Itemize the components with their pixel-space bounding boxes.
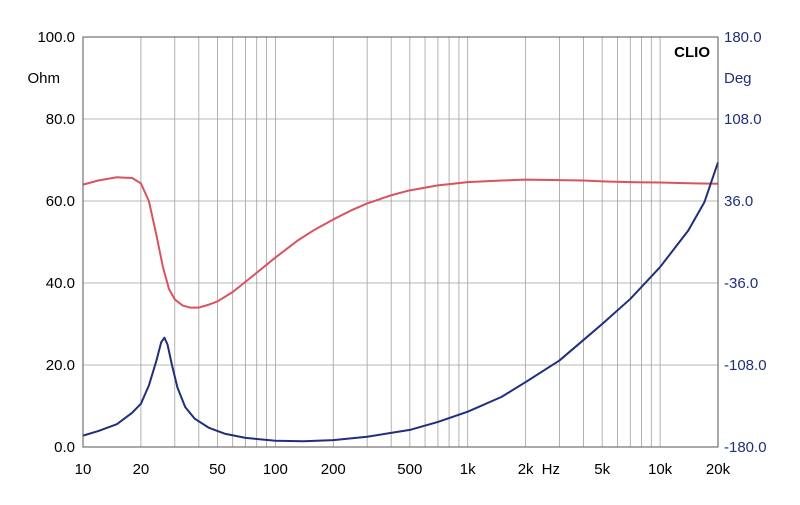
- right-tick-label: 36.0: [724, 193, 753, 210]
- x-tick-label: 200: [321, 461, 346, 478]
- x-tick-label: 50: [209, 461, 226, 478]
- x-tick-label: 20k: [706, 461, 731, 478]
- right-tick-label: 180.0: [724, 29, 762, 46]
- impedance-curve: [82, 176, 719, 309]
- left-tick-label: 60.0: [46, 193, 75, 210]
- right-tick-label: -36.0: [724, 275, 758, 292]
- right-tick-label: -108.0: [724, 357, 767, 374]
- left-tick-label: 100.0: [37, 29, 75, 46]
- x-tick-label: 10: [75, 461, 92, 478]
- left-tick-label: 0.0: [54, 439, 75, 456]
- right-tick-label: -180.0: [724, 439, 767, 456]
- left-axis-unit: Ohm: [27, 70, 60, 87]
- left-tick-label: 20.0: [46, 357, 75, 374]
- axis-labels: 0.0 20.0 40.0 60.0 80.0 100.0 Ohm -180.0 -108.0 -…: [27, 29, 766, 478]
- left-tick-label: 80.0: [46, 111, 75, 128]
- x-tick-label: 100: [263, 461, 288, 478]
- phase-curve: [82, 161, 719, 443]
- x-tick-label: 2k: [518, 461, 534, 478]
- right-axis-unit: Deg: [724, 70, 752, 87]
- x-tick-label: 500: [397, 461, 422, 478]
- x-tick-label: 5k: [594, 461, 610, 478]
- left-tick-label: 40.0: [46, 275, 75, 292]
- x-tick-label: 10k: [648, 461, 673, 478]
- grid-lines: [82, 36, 719, 448]
- x-axis-unit: Hz: [542, 461, 560, 478]
- series-lines: [82, 161, 719, 443]
- x-tick-label: 1k: [460, 461, 476, 478]
- plot-frame: [82, 36, 719, 448]
- x-tick-label: 20: [133, 461, 150, 478]
- clio-brand-label: CLIO: [674, 44, 710, 61]
- right-tick-label: 108.0: [724, 111, 762, 128]
